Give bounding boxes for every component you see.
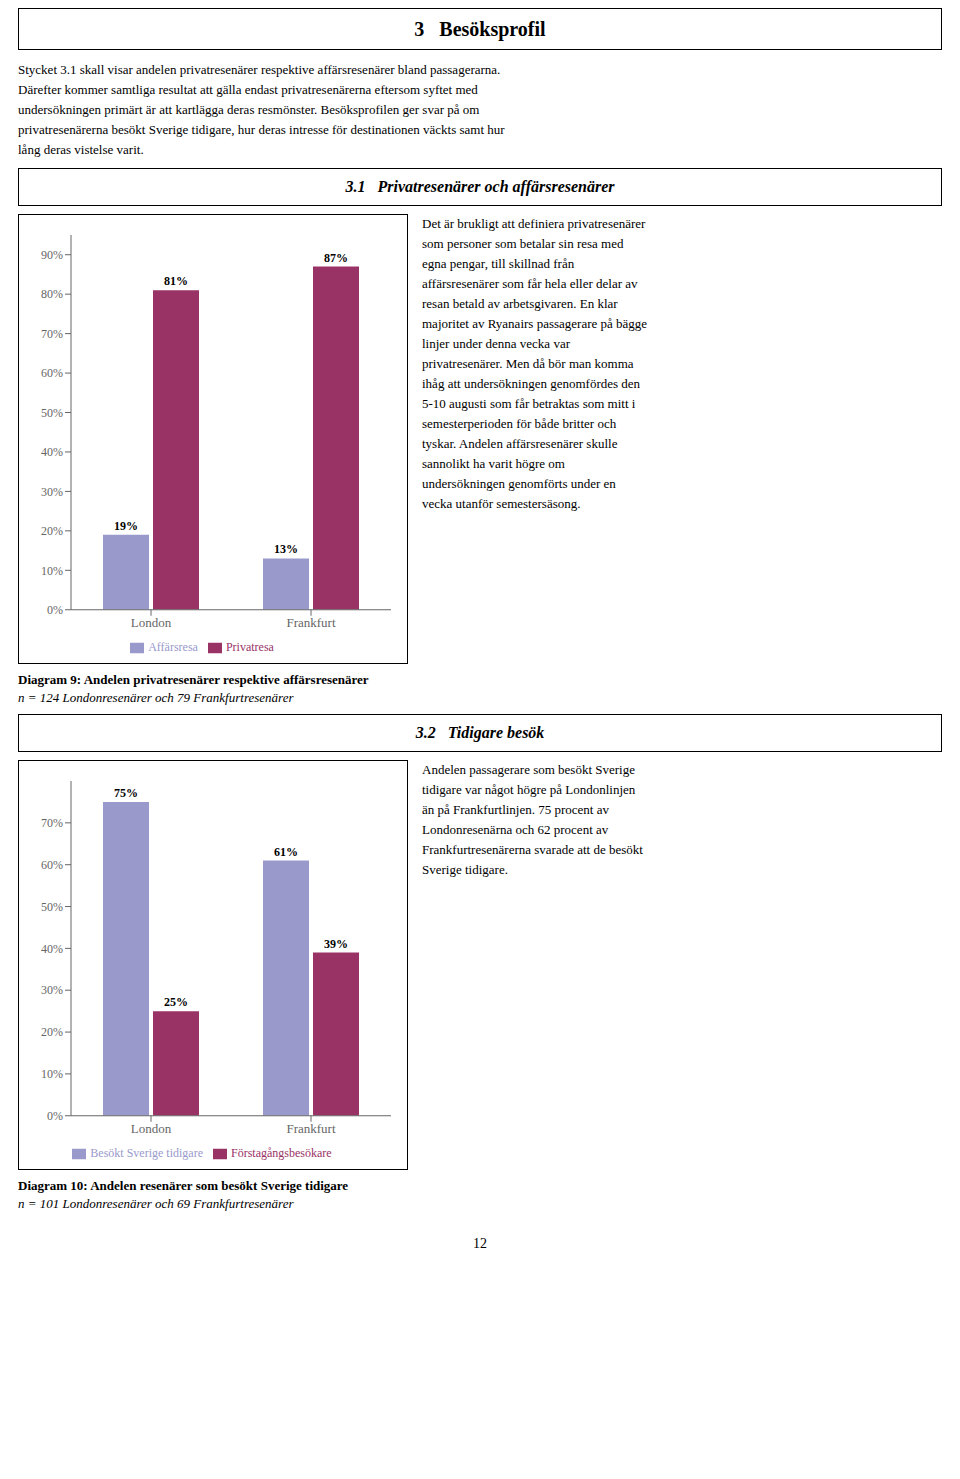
html-text:3 Besöksprofil: 3 Besöksprofil	[414, 17, 546, 40]
html-text:som personer som betalar sin r: som personer som betalar sin resa med	[422, 236, 624, 251]
svg-text:50%: 50%	[41, 900, 63, 914]
svg-text:87%: 87%	[324, 251, 348, 265]
svg-text:10%: 10%	[41, 1067, 63, 1081]
html-text:Sverige tidigare.: Sverige tidigare.	[422, 862, 508, 877]
html-text:privatresenärer. Men då bör ma: privatresenärer. Men då bör man komma	[422, 356, 634, 371]
svg-text:80%: 80%	[41, 287, 63, 301]
html-text:n = 101 Londonresenärer och 69: n = 101 Londonresenärer och 69 Frankfurt…	[18, 1196, 294, 1211]
html-text:Diagram 9: Andelen privatresen: Diagram 9: Andelen privatresenärer respe…	[18, 672, 369, 687]
svg-text:30%: 30%	[41, 983, 63, 997]
html-text:Besökt Sverige tidigare: Besökt Sverige tidigare	[90, 1145, 203, 1160]
html-text:affärsresenärer som får hela e: affärsresenärer som får hela eller delar…	[422, 276, 638, 291]
svg-text:20%: 20%	[41, 1025, 63, 1039]
html-text:tidigare var något högre på Lo: tidigare var något högre på Londonlinjen	[422, 782, 636, 797]
svg-text:13%: 13%	[274, 542, 298, 556]
html-text:än på Frankfurtlinjen. 75 proc: än på Frankfurtlinjen. 75 procent av	[422, 802, 609, 817]
html-text:12: 12	[473, 1236, 487, 1251]
html-text:sannolikt ha varit högre om: sannolikt ha varit högre om	[422, 456, 565, 471]
html-text:undersökningen genomförts unde: undersökningen genomförts under en	[422, 476, 616, 491]
html-text:n = 124 Londonresenärer och 79: n = 124 Londonresenärer och 79 Frankfurt…	[18, 690, 294, 705]
svg-text:20%: 20%	[41, 524, 63, 538]
html-text:privatresenärerna besökt Sveri: privatresenärerna besökt Sverige tidigar…	[18, 122, 505, 137]
html-text:ihåg att undersökningen genomf: ihåg att undersökningen genomfördes den	[422, 376, 641, 391]
html-text:Frankfurtresenärerna svarade a: Frankfurtresenärerna svarade att de besö…	[422, 842, 643, 857]
html-text:Det är brukligt att definiera: Det är brukligt att definiera privatrese…	[422, 216, 646, 231]
svg-text:60%: 60%	[41, 858, 63, 872]
html-text:Förstagångsbesökare: Förstagångsbesökare	[231, 1145, 332, 1160]
svg-text:81%: 81%	[164, 274, 188, 288]
svg-text:0%: 0%	[47, 603, 63, 617]
html-text:undersökningen primärt är att: undersökningen primärt är att kartlägga …	[18, 102, 480, 117]
svg-text:Frankfurt: Frankfurt	[286, 1121, 335, 1136]
html-text:3.2 Tidigare besök: 3.2 Tidigare besök	[415, 724, 545, 741]
svg-text:70%: 70%	[41, 327, 63, 341]
svg-text:Frankfurt: Frankfurt	[286, 615, 335, 630]
svg-text:50%: 50%	[41, 406, 63, 420]
svg-text:90%: 90%	[41, 248, 63, 262]
html-text:Stycket 3.1 skall visar andele: Stycket 3.1 skall visar andelen privatre…	[18, 62, 501, 77]
svg-text:0%: 0%	[47, 1109, 63, 1123]
svg-text:39%: 39%	[324, 937, 348, 951]
svg-text:40%: 40%	[41, 445, 63, 459]
html-text:majoritet av Ryanairs passager: majoritet av Ryanairs passagerare på bäg…	[422, 316, 648, 331]
html-text:resan betald av arbetsgivaren.: resan betald av arbetsgivaren. En klar	[422, 296, 618, 311]
html-text:Därefter kommer samtliga resul: Därefter kommer samtliga resultat att gä…	[18, 82, 478, 97]
html-text:linjer under denna vecka var: linjer under denna vecka var	[422, 336, 570, 351]
html-text:Andelen passagerare som besökt: Andelen passagerare som besökt Sverige	[422, 762, 635, 777]
html-text:tyskar. Andelen affärsresenäre: tyskar. Andelen affärsresenärer skulle	[422, 436, 618, 451]
html-text:Privatresa: Privatresa	[225, 639, 274, 654]
html-text:Londonresenärna och 62 procent: Londonresenärna och 62 procent av	[422, 822, 609, 837]
svg-text:75%: 75%	[114, 786, 138, 800]
html-text:5-10 augusti som får betraktas: 5-10 augusti som får betraktas som mitt …	[422, 396, 636, 411]
svg-text:London: London	[131, 1121, 172, 1136]
svg-text:10%: 10%	[41, 564, 63, 578]
svg-text:61%: 61%	[274, 845, 298, 859]
html-text:egna pengar, till skillnad frå: egna pengar, till skillnad från	[422, 256, 575, 271]
html-text:vecka utanför semestersäsong.: vecka utanför semestersäsong.	[422, 496, 581, 511]
html-text:semesterperioden för både brit: semesterperioden för både britter och	[422, 416, 617, 431]
svg-text:60%: 60%	[41, 366, 63, 380]
html-text:Diagram 10: Andelen resenärer: Diagram 10: Andelen resenärer som besökt…	[18, 1178, 349, 1193]
svg-text:London: London	[131, 615, 172, 630]
svg-text:19%: 19%	[114, 519, 138, 533]
html-text:3.1 Privatresenärer och affärs: 3.1 Privatresenärer och affärsresenärer	[345, 178, 615, 195]
html-text:lång deras vistelse varit.: lång deras vistelse varit.	[18, 142, 144, 157]
svg-text:70%: 70%	[41, 816, 63, 830]
svg-text:40%: 40%	[41, 942, 63, 956]
html-text:Affärsresa: Affärsresa	[148, 639, 198, 654]
svg-text:30%: 30%	[41, 485, 63, 499]
svg-text:25%: 25%	[164, 995, 188, 1009]
